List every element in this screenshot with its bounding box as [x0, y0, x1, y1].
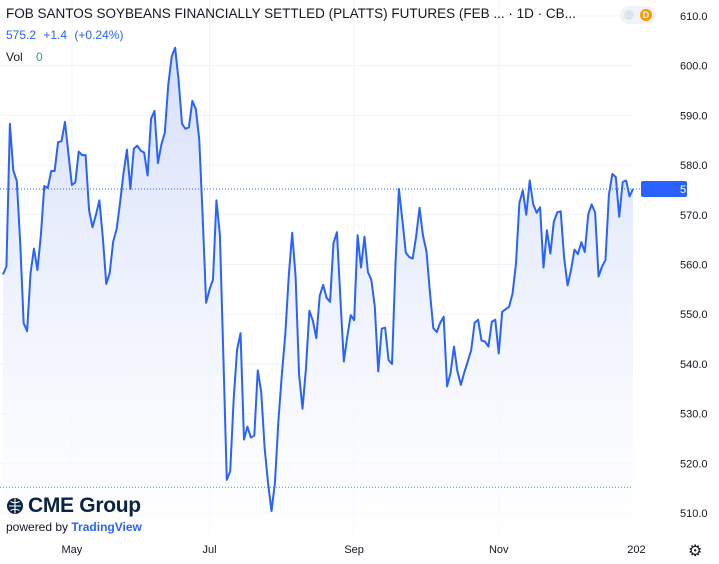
x-tick-label: Jul — [203, 544, 217, 556]
last-price-label: 575.2 — [680, 184, 708, 196]
y-tick-label: 600.0 — [680, 61, 708, 73]
cme-globe-icon — [7, 498, 23, 514]
volume-label: Vol — [6, 50, 23, 64]
x-tick-label: Sep — [344, 544, 364, 556]
symbol-name: FOB SANTOS SOYBEANS FINANCIALLY SETTLED … — [6, 6, 505, 21]
price-axis[interactable]: 510.0 520.0 530.0 540.0 550.0 560.0 570.0 580.0… — [680, 11, 708, 520]
time-axis[interactable]: May Jul Sep Nov 202 — [61, 544, 645, 556]
price-line — [2, 46, 634, 513]
x-tick-label: 202 — [627, 544, 645, 556]
last-price: 575.2 — [6, 28, 37, 42]
volume-legend: Vol 0 — [6, 50, 43, 64]
x-tick-label: May — [61, 544, 82, 556]
y-tick-label: 580.0 — [680, 160, 708, 172]
y-tick-label: 510.0 — [680, 508, 708, 520]
y-tick-label: 530.0 — [680, 409, 708, 421]
y-tick-label: 610.0 — [680, 11, 708, 23]
last-price-badge: 575.2 — [641, 180, 708, 197]
price-change-percent: (+0.24%) — [74, 28, 124, 42]
exchange-label: CB... — [545, 6, 576, 21]
price-area — [3, 47, 633, 538]
status-dot-icon — [624, 10, 634, 20]
market-status[interactable]: D — [620, 6, 656, 24]
quote-row: 575.2 +1.4 (+0.24%) — [6, 28, 127, 42]
y-tick-label: 590.0 — [680, 110, 708, 122]
symbol-title[interactable]: FOB SANTOS SOYBEANS FINANCIALLY SETTLED … — [6, 6, 576, 21]
y-tick-label: 520.0 — [680, 458, 708, 470]
y-tick-label: 560.0 — [680, 260, 708, 272]
y-tick-label: 550.0 — [680, 309, 708, 321]
branding[interactable]: CME Group powered by TradingView — [6, 494, 142, 534]
price-change: +1.4 — [43, 28, 68, 42]
cme-logo-text: CME Group — [28, 494, 141, 517]
powered-by-label: powered by — [6, 520, 69, 534]
powered-by: powered by TradingView — [6, 520, 142, 534]
tradingview-link[interactable]: TradingView — [71, 520, 142, 534]
delayed-icon: D — [640, 9, 652, 21]
y-tick-label: 570.0 — [680, 210, 708, 222]
volume-value: 0 — [36, 50, 43, 64]
x-tick-label: Nov — [489, 544, 509, 556]
interval-label[interactable]: 1D — [516, 6, 534, 21]
y-tick-label: 540.0 — [680, 359, 708, 371]
settings-gear-icon[interactable]: ⚙ — [688, 543, 703, 560]
